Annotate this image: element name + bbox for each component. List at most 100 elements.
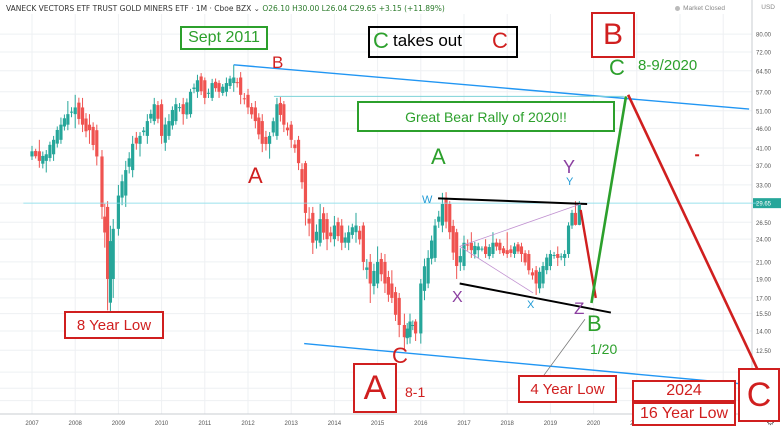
- candle-body: [55, 129, 59, 144]
- candle-body: [142, 130, 146, 133]
- y-tick-label: 17.00: [756, 296, 772, 302]
- candle-body: [314, 231, 319, 241]
- y-tick-label: 33.00: [756, 183, 772, 189]
- candle-body: [433, 225, 437, 258]
- candle-body: [350, 227, 354, 235]
- candle-body: [62, 118, 66, 127]
- lower-channel-line: [304, 342, 754, 386]
- candle-body: [260, 121, 264, 144]
- candle-body: [275, 104, 279, 136]
- candle-body: [303, 163, 308, 213]
- y-tick-label: 64.50: [756, 69, 772, 75]
- candle-body: [66, 114, 70, 125]
- upper-channel-line: [233, 64, 750, 110]
- candle-body: [156, 105, 160, 119]
- chevron-down-icon[interactable]: ⌄: [253, 4, 260, 13]
- candle-body: [100, 156, 104, 207]
- candle-body: [365, 267, 369, 270]
- candle-body: [379, 259, 383, 275]
- candle-body: [354, 225, 358, 233]
- candle-body: [552, 254, 556, 256]
- candle-body: [361, 225, 365, 262]
- x-tick-label: 2007: [25, 421, 39, 427]
- currency-label: USD: [761, 4, 775, 11]
- candle-body: [509, 249, 513, 253]
- candle-body: [311, 212, 315, 243]
- candle-body: [108, 241, 113, 303]
- candle-body: [440, 204, 444, 226]
- candle-body: [87, 124, 92, 131]
- candle-body: [325, 219, 329, 240]
- x-tick-label: 2011: [198, 421, 212, 427]
- candle-body: [469, 242, 473, 251]
- candle-body: [120, 181, 124, 198]
- candle-body: [199, 76, 203, 92]
- annotation-22: 8-1: [405, 384, 426, 400]
- annotation-20: C: [392, 343, 408, 368]
- y-tick-label: 80.00: [756, 33, 772, 39]
- candle-body: [134, 137, 138, 144]
- candle-body: [246, 94, 250, 108]
- candle-body: [372, 270, 376, 287]
- candle-body: [448, 204, 452, 233]
- y-tick-label: 21.00: [756, 260, 772, 266]
- annotation-19: 8 Year Low: [64, 311, 164, 339]
- candle-body: [69, 111, 74, 113]
- annotation-16: Z: [574, 299, 585, 318]
- gear-icon[interactable]: ⚙: [766, 417, 775, 428]
- annotation-21: A: [353, 363, 397, 413]
- candle-body: [138, 135, 142, 144]
- candle-body: [214, 81, 218, 89]
- candle-body: [516, 244, 520, 252]
- candle-body: [188, 91, 193, 115]
- market-status-label: Market Closed: [683, 5, 725, 12]
- wedge-top-line: [438, 197, 588, 206]
- candle-body: [570, 212, 574, 226]
- annotation-9: A: [248, 163, 263, 188]
- candle-body: [408, 321, 412, 338]
- candle-body: [430, 240, 434, 259]
- annotation-4: C: [492, 28, 508, 53]
- candle-body: [498, 242, 502, 251]
- candle-body: [480, 248, 484, 250]
- candle-body: [573, 212, 578, 225]
- wedge-bottom-line: [459, 282, 612, 314]
- candle-body: [174, 104, 178, 122]
- y-tick-label: 51.00: [756, 109, 772, 115]
- candle-body: [491, 242, 495, 254]
- candle-body: [419, 283, 423, 334]
- candle-body: [206, 92, 211, 94]
- candle-body: [340, 225, 344, 243]
- b-pointer-line: [543, 318, 586, 376]
- candle-body: [559, 256, 563, 258]
- market-status: Market Closed: [675, 5, 725, 12]
- candle-body: [289, 124, 293, 140]
- candle-body: [285, 127, 290, 131]
- x-tick-label: 2008: [69, 421, 83, 427]
- candle-body: [437, 216, 441, 222]
- candle-body: [271, 121, 275, 133]
- drop-to-b-line: [579, 209, 597, 299]
- y-tick-label: 19.00: [756, 277, 772, 283]
- wave-x-line: [459, 246, 534, 294]
- candle-body: [116, 195, 120, 229]
- candle-body: [476, 246, 480, 251]
- candle-body: [376, 261, 380, 284]
- candle-body: [163, 124, 167, 143]
- candle-body: [80, 107, 85, 125]
- candle-body: [462, 242, 466, 267]
- candle-body: [44, 154, 48, 161]
- x-tick-label: 2016: [414, 421, 428, 427]
- candle-body: [210, 83, 214, 98]
- candle-body: [149, 113, 153, 119]
- candle-body: [332, 225, 336, 240]
- candle-body: [242, 98, 246, 100]
- annotation-6: C: [609, 55, 625, 80]
- candle-body: [318, 219, 322, 243]
- candle-body: [466, 244, 470, 246]
- candle-body: [232, 77, 236, 84]
- chart-header: VANECK VECTORS ETF TRUST GOLD MINERS ETF…: [6, 4, 445, 13]
- last-price-label: 29.65: [756, 202, 772, 208]
- candle-body: [336, 222, 340, 237]
